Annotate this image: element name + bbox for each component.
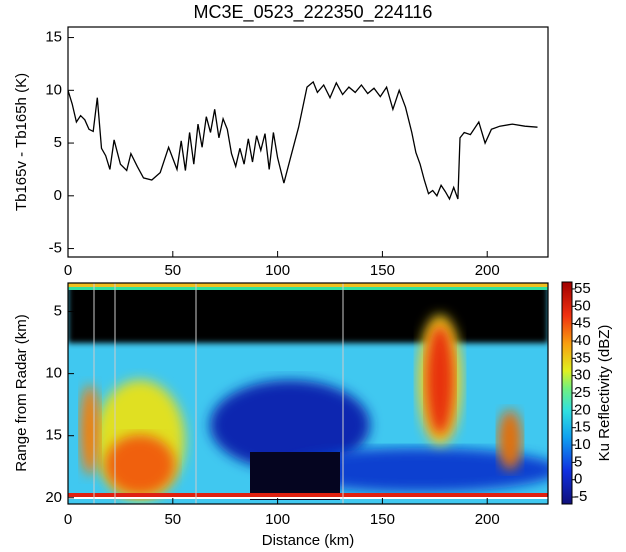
y-tick-label: 0 (54, 187, 62, 204)
y-axis-label: Tb165v - Tb165h (K) (13, 73, 30, 211)
axes-frame (67, 26, 549, 258)
y-axis-label: Range from Radar (km) (13, 314, 30, 472)
colorbar-tick-label: 50 (574, 297, 591, 314)
colorbar (561, 281, 573, 505)
radar-image (68, 283, 548, 504)
colorbar-label: Ku Reflectivity (dBZ) (596, 325, 613, 462)
y-tick-label: 20 (45, 489, 62, 506)
colorbar-tick-label: 25 (574, 384, 591, 401)
x-tick-label: 50 (164, 262, 181, 279)
colorbar-tick-label: 55 (574, 280, 591, 297)
colorbar-tick-label: 30 (574, 367, 591, 384)
x-tick-label: 0 (64, 262, 72, 279)
y-tick-label: -5 (49, 240, 62, 257)
chart-title: MC3E_0523_222350_224116 (194, 2, 433, 23)
colorbar-tick-label: 35 (574, 349, 591, 366)
colorbar-tick-label: 0 (574, 471, 582, 488)
x-tick-label: 100 (265, 262, 290, 279)
y-tick-label: 15 (45, 29, 62, 46)
colorbar-tick-label: 10 (574, 436, 591, 453)
data-line (68, 80, 538, 201)
x-tick-label: 0 (64, 511, 72, 528)
x-tick-label: 200 (475, 511, 500, 528)
y-tick-label: 5 (54, 303, 62, 320)
colorbar-tick-label: 15 (574, 419, 591, 436)
axes-frame (67, 282, 549, 505)
y-tick-label: 15 (45, 427, 62, 444)
x-tick-label: 100 (265, 511, 290, 528)
x-tick-label: 200 (475, 262, 500, 279)
colorbar-tick-label: -5 (574, 488, 587, 505)
colorbar-tick-label: 40 (574, 332, 591, 349)
x-tick-label: 150 (370, 511, 395, 528)
y-tick-label: 10 (45, 365, 62, 382)
colorbar-tick-label: 5 (574, 453, 582, 470)
colorbar-tick-label: 20 (574, 401, 591, 418)
x-tick-label: 50 (164, 511, 181, 528)
colorbar-tick-label: 45 (574, 315, 591, 332)
x-tick-label: 150 (370, 262, 395, 279)
y-tick-label: 10 (45, 81, 62, 98)
y-tick-label: 5 (54, 134, 62, 151)
x-axis-label: Distance (km) (262, 532, 355, 549)
